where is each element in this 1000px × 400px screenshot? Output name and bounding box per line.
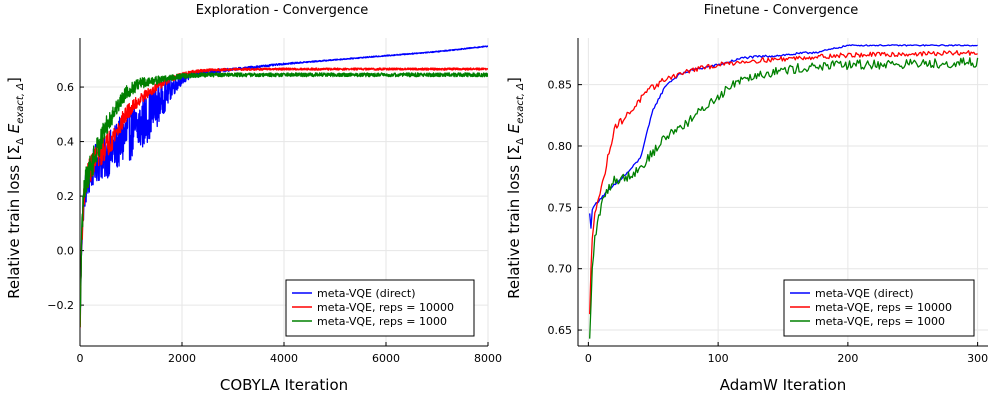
- y-tick-label: 0.65: [548, 324, 573, 337]
- legend-box: [285, 279, 475, 337]
- x-tick-label: 200: [837, 352, 858, 365]
- legend-label: meta-VQE, reps = 1000: [815, 315, 945, 328]
- x-tick-label: 6000: [372, 352, 400, 365]
- legend-box: [783, 279, 975, 337]
- y-tick-label: 0.85: [548, 79, 573, 92]
- legend-label: meta-VQE, reps = 1000: [317, 315, 447, 328]
- x-axis-label: COBYLA Iteration: [220, 376, 348, 394]
- series-line-1: [80, 45, 488, 328]
- y-tick-label: 0.2: [57, 190, 75, 203]
- legend-label: meta-VQE, reps = 10000: [815, 301, 952, 314]
- x-tick-label: 300: [967, 352, 988, 365]
- y-tick-label: 0.6: [57, 81, 75, 94]
- chart-title: Exploration - Convergence: [196, 3, 369, 18]
- y-tick-label: 0.70: [548, 263, 573, 276]
- legend: meta-VQE (direct)meta-VQE, reps = 10000m…: [783, 279, 975, 337]
- x-tick-label: 4000: [270, 352, 298, 365]
- series-line-1: [589, 44, 978, 229]
- legend-label: meta-VQE (direct): [317, 287, 416, 300]
- series-line-3: [589, 57, 979, 339]
- y-tick-label: 0.0: [57, 245, 75, 258]
- series-line-2: [589, 50, 978, 315]
- chart-title: Finetune - Convergence: [704, 3, 859, 18]
- x-tick-label: 8000: [474, 352, 502, 365]
- right-chart: 0 100 200 300 0.65 0.70 0.75 0.80 0.85 Finetune -…: [505, 3, 988, 394]
- x-axis-label: AdamW Iteration: [720, 376, 847, 394]
- y-tick-label: 0.75: [548, 201, 573, 214]
- x-tick-label: 100: [708, 352, 729, 365]
- x-tick-label: 0: [585, 352, 592, 365]
- y-axis-label: Relative train loss [ΣΔ Eexact, Δ]: [505, 77, 526, 299]
- series-line-3: [80, 72, 488, 328]
- x-tick-label: 0: [77, 352, 84, 365]
- left-chart: 0 2000 4000 6000 8000 −0.2 0.0 0.2 0.4 0.6 Explora…: [5, 3, 502, 394]
- series-line-2: [80, 67, 488, 328]
- y-tick-label: −0.2: [47, 299, 74, 312]
- y-axis-label: Relative train loss [ΣΔ Eexact, Δ]: [5, 77, 26, 299]
- legend: meta-VQE (direct)meta-VQE, reps = 10000m…: [285, 279, 475, 337]
- legend-label: meta-VQE, reps = 10000: [317, 301, 454, 314]
- x-tick-label: 2000: [168, 352, 196, 365]
- y-tick-label: 0.4: [57, 136, 75, 149]
- y-tick-label: 0.80: [548, 140, 573, 153]
- legend-label: meta-VQE (direct): [815, 287, 914, 300]
